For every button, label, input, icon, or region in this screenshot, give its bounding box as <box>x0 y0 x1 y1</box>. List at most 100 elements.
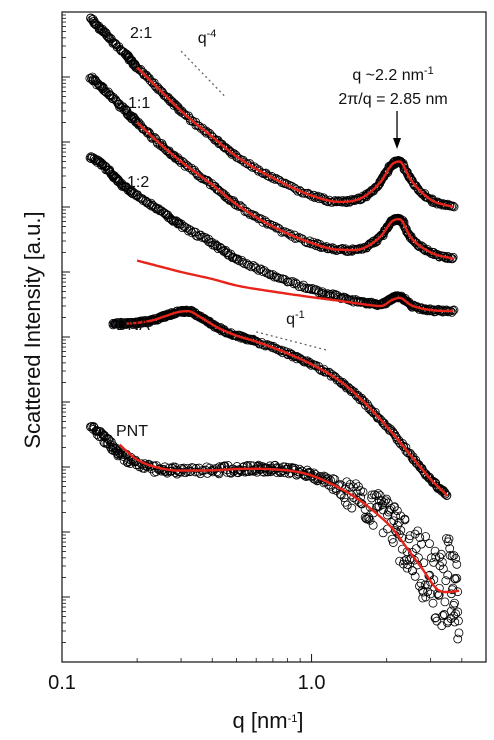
data-point-PNT <box>449 551 459 560</box>
data-point-PNT <box>342 500 352 510</box>
data-point-PNT <box>382 494 391 504</box>
data-point-DNA <box>441 489 450 499</box>
data-point-PNT <box>432 616 442 626</box>
data-point-1:1 <box>284 230 294 239</box>
data-point-1:2 <box>254 265 263 275</box>
data-point-PNT <box>437 557 447 567</box>
data-point-PNT <box>438 611 448 621</box>
data-point-1:2 <box>351 296 361 306</box>
data-point-PNT <box>140 459 150 469</box>
data-point-DNA <box>442 490 452 500</box>
data-point-PNT <box>393 521 402 530</box>
data-point-1:2 <box>447 307 457 317</box>
x-tick-label: 0.1 <box>48 672 76 694</box>
series-label-DNA: DNA <box>116 317 150 334</box>
data-point-1:1 <box>242 207 252 216</box>
data-point-2:1 <box>202 128 211 138</box>
data-point-PNT <box>171 468 180 478</box>
data-point-1:2 <box>306 285 316 294</box>
data-point-PNT <box>280 468 290 478</box>
data-point-PNT <box>381 496 391 506</box>
data-point-1:1 <box>117 103 126 113</box>
data-point-PNT <box>454 616 463 626</box>
data-point-PNT <box>276 467 286 476</box>
series-labels: 2:1 1:1 1:2 DNA PNT <box>116 25 152 440</box>
data-point-DNA <box>366 406 376 415</box>
data-point-1:1 <box>138 123 148 133</box>
data-point-1:2 <box>354 296 363 306</box>
data-point-PNT <box>370 490 380 500</box>
data-point-2:1 <box>179 109 188 118</box>
data-point-PNT <box>446 589 456 599</box>
data-point-DNA <box>430 477 440 487</box>
data-point-PNT <box>388 538 398 547</box>
data-point-2:1 <box>145 76 155 85</box>
data-point-1:1 <box>134 117 143 127</box>
data-point-PNT <box>453 634 463 644</box>
data-point-DNA <box>196 313 206 323</box>
data-point-1:2 <box>283 277 293 286</box>
data-point-PNT <box>430 546 440 556</box>
data-point-PNT <box>328 474 338 484</box>
reference-slope-line <box>256 331 327 351</box>
data-point-DNA <box>370 407 380 417</box>
series-label-1-1: 1:1 <box>128 95 150 112</box>
data-point-PNT <box>103 434 113 444</box>
data-point-PNT <box>435 552 445 562</box>
data-point-2:1 <box>184 111 193 121</box>
data-point-PNT <box>405 531 415 541</box>
data-point-DNA <box>262 340 271 350</box>
data-point-PNT <box>421 532 430 541</box>
data-point-1:2 <box>229 253 239 262</box>
x-axis-ticks: 0.1 1.0 <box>48 654 487 694</box>
data-point-PNT <box>451 574 460 584</box>
x-tick-label: 1.0 <box>298 672 326 694</box>
data-point-1:2 <box>166 214 176 224</box>
data-point-2:1 <box>291 184 301 194</box>
fit-line-1:2 <box>136 259 454 313</box>
data-point-1:1 <box>191 168 201 177</box>
data-point-PNT <box>452 573 462 583</box>
data-point-2:1 <box>176 107 186 117</box>
data-point-PNT <box>351 479 361 489</box>
data-point-PNT <box>441 576 451 586</box>
data-point-PNT <box>365 515 375 525</box>
data-point-1:2 <box>251 263 261 273</box>
data-point-PNT <box>379 497 389 507</box>
data-point-DNA <box>418 466 428 476</box>
peak-annotation-line1: q ~2.2 nm-1 <box>352 65 433 84</box>
data-point-PNT <box>193 467 203 477</box>
data-point-PNT <box>451 553 461 563</box>
data-point-DNA <box>373 413 383 423</box>
data-point-PNT <box>443 616 453 626</box>
reference-slopes: q-4 q-1 <box>180 28 327 351</box>
axis-titles: q [nm-1] Scattered Intensity [a.u.] <box>20 211 303 733</box>
reference-slope-line <box>180 50 226 98</box>
data-point-2:1 <box>262 171 272 181</box>
data-point-PNT <box>410 571 420 581</box>
data-point-PNT <box>387 534 397 544</box>
data-point-PNT <box>411 544 421 554</box>
data-point-PNT <box>113 449 123 459</box>
data-point-PNT <box>340 497 350 507</box>
data-point-PNT <box>358 487 368 497</box>
data-point-1:1 <box>215 186 224 196</box>
data-point-PNT <box>97 428 107 438</box>
data-point-1:1 <box>150 133 160 142</box>
data-point-PNT <box>452 559 462 569</box>
data-point-1:1 <box>90 76 100 86</box>
fit-line-DNA <box>125 309 449 497</box>
series-label-PNT: PNT <box>116 423 148 440</box>
x-axis-title: q [nm-1] <box>233 708 304 733</box>
data-point-PNT <box>239 462 249 471</box>
data-point-1:1 <box>254 214 263 224</box>
peak-arrow-head <box>393 138 402 149</box>
data-point-1:2 <box>359 297 369 307</box>
data-point-2:1 <box>225 147 235 157</box>
fit-line-2:1 <box>136 66 454 209</box>
data-point-PNT <box>108 441 118 451</box>
data-point-PNT <box>431 613 441 623</box>
data-point-PNT <box>423 580 432 590</box>
data-point-PNT <box>372 491 381 501</box>
